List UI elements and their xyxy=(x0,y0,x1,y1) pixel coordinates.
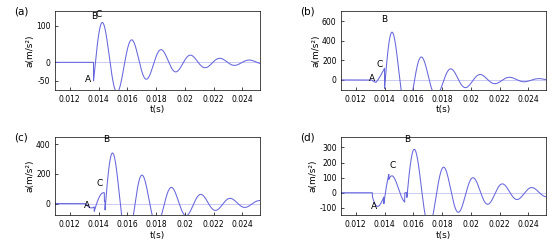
Text: B: B xyxy=(404,135,411,144)
X-axis label: t(s): t(s) xyxy=(436,231,451,240)
Text: (c): (c) xyxy=(14,132,28,142)
Text: A: A xyxy=(85,74,91,83)
Text: A: A xyxy=(371,201,377,211)
Y-axis label: a(m/s²): a(m/s²) xyxy=(311,34,321,67)
Text: C: C xyxy=(96,180,102,188)
Y-axis label: a(m/s²): a(m/s²) xyxy=(309,160,318,192)
Text: (b): (b) xyxy=(301,6,315,16)
Text: B: B xyxy=(104,134,110,143)
Text: B: B xyxy=(381,15,387,24)
X-axis label: t(s): t(s) xyxy=(150,105,165,114)
Text: A: A xyxy=(84,201,90,210)
Text: A: A xyxy=(370,74,376,83)
Text: (a): (a) xyxy=(14,6,29,16)
Text: C: C xyxy=(95,10,101,19)
X-axis label: t(s): t(s) xyxy=(150,231,165,240)
Y-axis label: a(m/s²): a(m/s²) xyxy=(25,34,35,67)
Text: C: C xyxy=(389,161,396,170)
Y-axis label: a(m/s²): a(m/s²) xyxy=(25,160,34,192)
Text: B: B xyxy=(91,12,97,21)
Text: (d): (d) xyxy=(301,132,315,142)
Text: C: C xyxy=(377,60,383,69)
X-axis label: t(s): t(s) xyxy=(436,105,451,114)
